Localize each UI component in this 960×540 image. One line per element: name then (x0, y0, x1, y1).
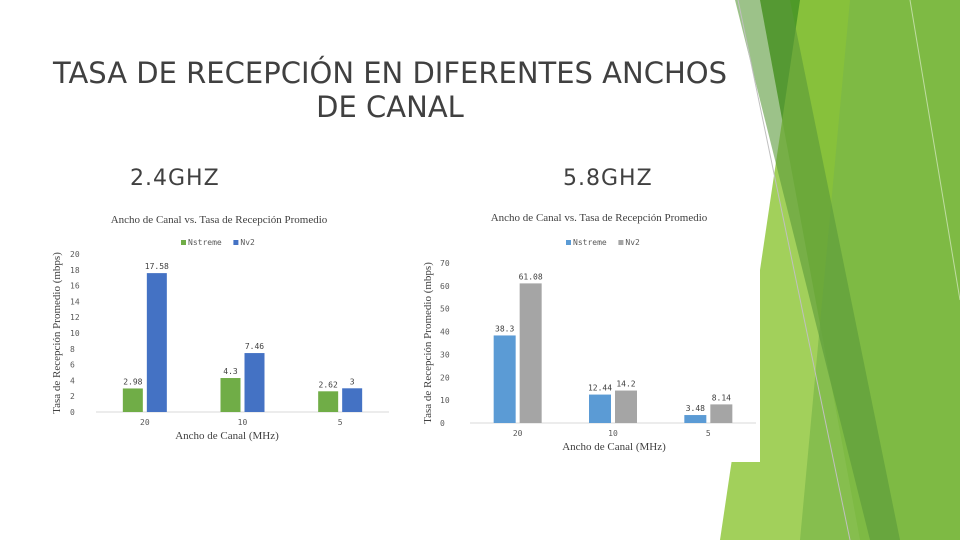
x-tick-label: 10 (238, 418, 248, 427)
x-tick-label: 20 (513, 429, 523, 438)
x-tick-label: 10 (608, 429, 618, 438)
y-tick-label: 0 (70, 408, 75, 417)
y-tick-label: 60 (440, 282, 450, 291)
band-label-5-8ghz: 5.8GHZ (563, 166, 653, 191)
x-axis-label: Ancho de Canal (MHz) (562, 441, 666, 453)
chart-2-4ghz-svg: Ancho de Canal vs. Tasa de Recepción Pro… (51, 214, 389, 442)
bar-nv2-20 (519, 283, 542, 423)
bar-nv2-20 (146, 273, 167, 412)
data-label: 12.44 (588, 384, 612, 393)
x-axis-label: Ancho de Canal (MHz) (175, 430, 279, 442)
decor-line (737, 0, 851, 540)
bar-nv2-10 (615, 390, 637, 423)
legend-label-nv2: Nv2 (625, 238, 640, 247)
data-label: 3 (350, 377, 355, 386)
y-tick-label: 10 (70, 329, 80, 338)
bar-nstreme-10 (589, 394, 611, 423)
legend-label-nstreme: Nstreme (573, 238, 607, 247)
chart-5-8ghz: Ancho de Canal vs. Tasa de Recepción Pro… (414, 200, 760, 462)
legend-swatch-nstreme (566, 240, 571, 245)
y-tick-label: 40 (440, 328, 450, 337)
y-tick-label: 4 (70, 376, 75, 385)
bar-nstreme-5 (684, 415, 707, 423)
bar-nv2-5 (342, 388, 363, 412)
y-tick-label: 20 (440, 373, 450, 382)
legend-swatch-nv2 (233, 240, 239, 245)
chart-title: Ancho de Canal vs. Tasa de Recepción Pro… (491, 212, 708, 224)
y-tick-label: 0 (440, 419, 445, 428)
bar-nv2-10 (244, 353, 265, 412)
y-tick-label: 2 (70, 392, 75, 401)
data-label: 61.08 (519, 272, 543, 281)
data-label: 4.3 (223, 367, 238, 376)
data-label: 17.58 (145, 262, 169, 271)
x-tick-label: 5 (338, 418, 343, 427)
y-tick-label: 14 (70, 297, 80, 306)
data-label: 8.14 (712, 393, 731, 402)
y-tick-label: 8 (70, 345, 75, 354)
band-label-2-4ghz: 2.4GHZ (130, 166, 220, 191)
slide-title: TASA DE RECEPCIÓN EN DIFERENTES ANCHOS D… (52, 56, 728, 124)
y-axis-label: Tasa de Recepción Promedio (mbps) (422, 262, 434, 424)
y-axis-label: Tasa de Recepción Promedio (mbps) (51, 252, 63, 414)
y-tick-label: 70 (440, 259, 450, 268)
bar-nstreme-10 (220, 378, 241, 412)
x-tick-label: 5 (706, 429, 711, 438)
data-label: 7.46 (245, 342, 264, 351)
legend-swatch-nv2 (618, 240, 624, 245)
y-tick-label: 6 (70, 361, 75, 370)
decor-dark-accent (735, 0, 900, 540)
legend-swatch-nstreme (181, 240, 186, 245)
data-label: 2.62 (319, 380, 338, 389)
bar-nv2-5 (710, 404, 733, 423)
y-tick-label: 20 (70, 250, 80, 259)
data-label: 2.98 (123, 377, 142, 386)
x-tick-label: 20 (140, 418, 150, 427)
y-tick-label: 10 (440, 396, 450, 405)
chart-title: Ancho de Canal vs. Tasa de Recepción Pro… (111, 214, 328, 226)
chart-2-4ghz: Ancho de Canal vs. Tasa de Recepción Pro… (44, 206, 394, 466)
y-tick-label: 16 (70, 282, 80, 291)
chart-5-8ghz-svg: Ancho de Canal vs. Tasa de Recepción Pro… (422, 212, 756, 453)
y-tick-label: 12 (70, 313, 80, 322)
data-label: 38.3 (495, 324, 514, 333)
decor-line (909, 0, 960, 301)
data-label: 14.2 (616, 380, 635, 389)
legend-label-nstreme: Nstreme (188, 238, 222, 247)
y-tick-label: 50 (440, 305, 450, 314)
bar-nstreme-5 (318, 391, 339, 412)
y-tick-label: 18 (70, 266, 80, 275)
legend-label-nv2: Nv2 (240, 238, 255, 247)
y-tick-label: 30 (440, 350, 450, 359)
bar-nstreme-20 (493, 335, 516, 423)
bar-nstreme-20 (122, 388, 143, 412)
data-label: 3.48 (686, 404, 705, 413)
